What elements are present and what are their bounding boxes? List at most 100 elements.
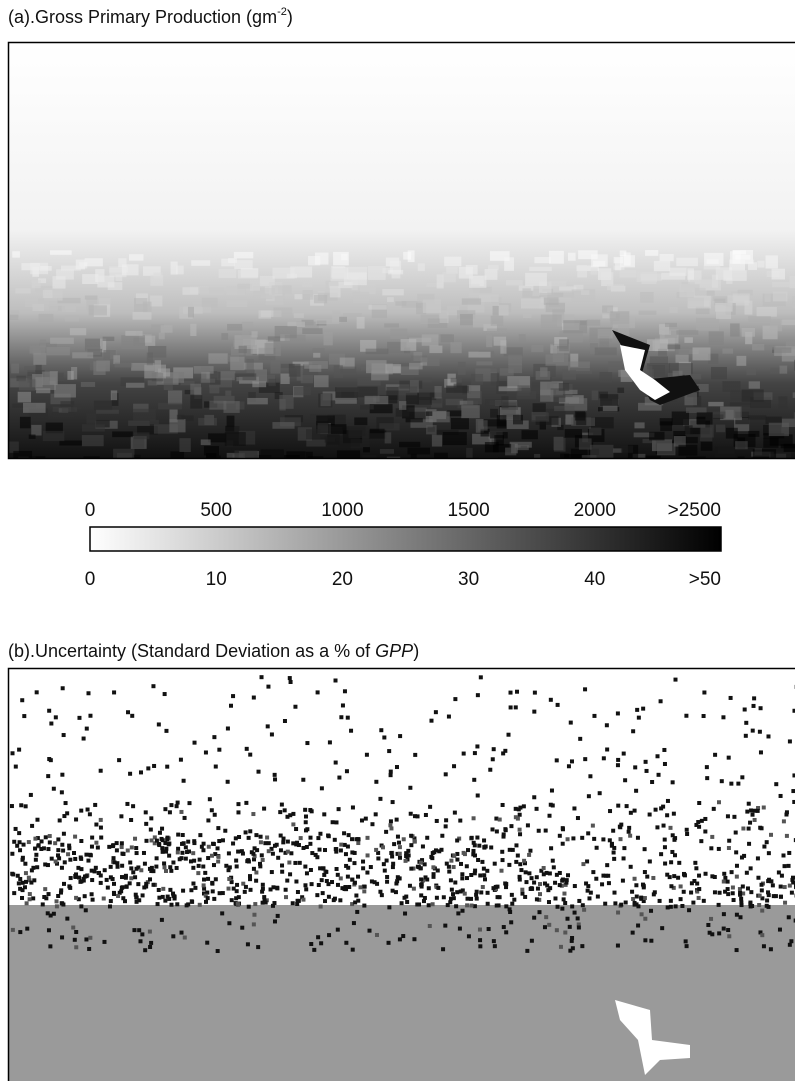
texture [463, 852, 467, 856]
texture [753, 818, 757, 822]
texture [518, 813, 522, 817]
colorbar [90, 527, 721, 551]
texture [767, 905, 771, 909]
texture [164, 869, 168, 873]
texture [180, 931, 184, 935]
texture [555, 758, 559, 762]
texture [538, 882, 542, 886]
texture [460, 314, 473, 325]
texture [267, 849, 271, 853]
texture [599, 372, 612, 383]
texture [335, 867, 339, 871]
texture [441, 947, 445, 951]
texture [760, 909, 764, 913]
texture [293, 861, 297, 865]
texture [765, 898, 769, 902]
texture [417, 865, 421, 869]
texture [522, 288, 530, 297]
texture [74, 930, 78, 934]
texture [54, 715, 58, 719]
texture [229, 704, 233, 708]
texture [291, 822, 295, 826]
texture [208, 353, 227, 363]
texture [491, 827, 495, 831]
texture [114, 363, 132, 368]
texture [291, 841, 295, 845]
texture [672, 812, 676, 816]
texture [398, 734, 402, 738]
texture [366, 836, 370, 840]
texture [589, 328, 611, 342]
texture [425, 836, 429, 840]
texture [297, 899, 301, 903]
texture [413, 753, 417, 757]
texture [469, 897, 473, 901]
texture [362, 904, 366, 908]
texture [678, 445, 697, 456]
texture [554, 406, 574, 411]
texture [648, 859, 652, 863]
texture [336, 928, 340, 932]
texture [304, 820, 308, 824]
texture [708, 402, 723, 406]
texture [649, 939, 653, 943]
texture [741, 405, 751, 417]
texture [452, 865, 456, 869]
texture [538, 892, 542, 896]
texture [789, 276, 795, 288]
texture [550, 789, 554, 793]
texture [299, 836, 303, 840]
texture [561, 842, 565, 846]
texture [99, 881, 103, 885]
texture [766, 734, 770, 738]
texture [143, 948, 147, 952]
texture [571, 946, 575, 950]
texture [465, 903, 469, 907]
texture [382, 862, 386, 866]
texture [31, 896, 35, 900]
texture [135, 867, 139, 871]
texture [629, 865, 633, 869]
texture [155, 839, 159, 843]
texture [687, 298, 704, 308]
texture [577, 265, 587, 278]
texture [119, 889, 123, 893]
texture [555, 873, 559, 877]
texture [608, 838, 612, 842]
texture [568, 925, 572, 929]
texture [508, 355, 522, 365]
texture [133, 409, 156, 420]
texture [168, 390, 182, 404]
texture [381, 845, 385, 849]
texture [385, 859, 389, 863]
texture [735, 441, 748, 449]
texture [431, 865, 435, 869]
texture [696, 820, 700, 824]
texture [585, 859, 589, 863]
texture [60, 773, 64, 777]
texture [758, 730, 762, 734]
texture [466, 848, 470, 852]
texture [112, 690, 116, 694]
texture [270, 870, 274, 874]
texture [365, 396, 389, 404]
texture [772, 269, 785, 280]
texture [460, 876, 464, 880]
texture [616, 944, 620, 948]
texture [248, 753, 252, 757]
texture [472, 816, 476, 820]
texture [671, 780, 675, 784]
texture [444, 824, 448, 828]
texture [112, 882, 116, 886]
texture [74, 896, 78, 900]
texture [466, 265, 478, 275]
texture [234, 859, 238, 863]
texture [192, 841, 196, 845]
texture [424, 875, 428, 879]
title-italic: GPP [375, 641, 413, 661]
texture [225, 391, 231, 396]
texture [783, 901, 787, 905]
texture [535, 897, 539, 901]
texture [473, 871, 477, 875]
texture [735, 948, 739, 952]
